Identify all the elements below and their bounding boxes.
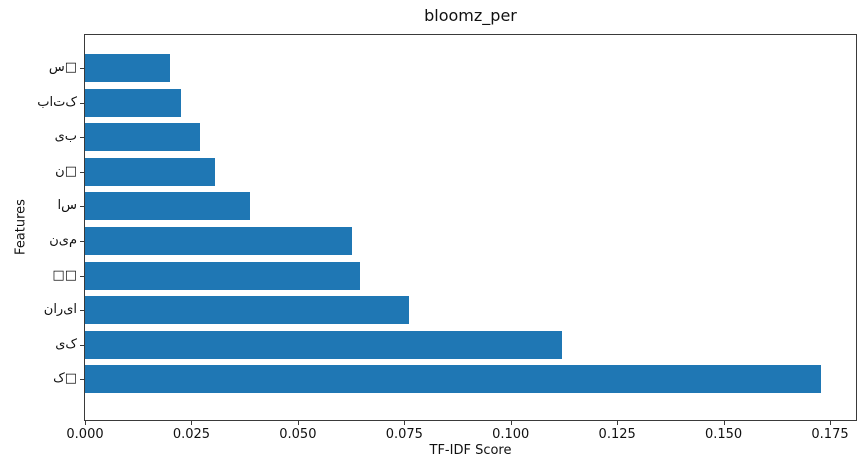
x-tick-label: 0.100 bbox=[492, 427, 530, 442]
x-tick bbox=[617, 421, 619, 425]
x-tick-label: 0.175 bbox=[811, 427, 849, 442]
y-tick-label: □□ bbox=[52, 267, 77, 283]
y-axis-label: Features bbox=[13, 199, 29, 255]
x-tick-label: 0.150 bbox=[704, 427, 743, 442]
y-tick-label: ن‌ی‌م bbox=[49, 233, 77, 248]
bar bbox=[85, 88, 181, 117]
plot-area: س‌□ ب‌ا‌ت‌ک ی‌ب ن‌□ ا‌س ن‌ی‌م □□ ن‌ا‌ر‌ی‌ا ی‌ک ک‌… bbox=[37, 34, 857, 442]
y-tick bbox=[80, 68, 84, 69]
x-tick bbox=[404, 421, 406, 425]
bar bbox=[85, 123, 200, 152]
x-tick-label: 0.050 bbox=[279, 427, 317, 442]
bar bbox=[85, 192, 250, 221]
x-tick bbox=[297, 421, 299, 425]
bar bbox=[85, 54, 171, 82]
x-tick-label: 0.000 bbox=[66, 427, 104, 442]
bar bbox=[85, 157, 216, 186]
y-tick-label: ب‌ا‌ت‌ک bbox=[37, 94, 77, 110]
x-tick-label: 0.025 bbox=[172, 427, 211, 442]
bar bbox=[85, 261, 360, 290]
bar bbox=[85, 365, 822, 394]
x-tick bbox=[191, 421, 193, 425]
chart-title: bloomz_per bbox=[424, 6, 517, 25]
bar bbox=[85, 227, 352, 255]
x-tick bbox=[85, 421, 86, 425]
bar bbox=[85, 330, 562, 359]
y-tick bbox=[80, 206, 84, 208]
x-tick bbox=[830, 421, 832, 425]
y-tick bbox=[80, 310, 84, 312]
y-tick-label: ن‌ا‌ر‌ی‌ا bbox=[43, 302, 77, 318]
y-tick-label: ی‌ک bbox=[55, 336, 77, 352]
x-axis-label: TF-IDF Score bbox=[429, 443, 512, 458]
y-tick bbox=[80, 171, 84, 173]
y-tick-label: ا‌س bbox=[57, 198, 77, 214]
y-tick bbox=[80, 379, 84, 381]
bar bbox=[85, 296, 409, 325]
y-tick-label: ن‌□ bbox=[55, 163, 77, 179]
y-tick bbox=[80, 102, 84, 104]
x-tick bbox=[723, 421, 725, 425]
x-tick bbox=[510, 421, 512, 425]
y-tick bbox=[80, 241, 84, 242]
y-tick-label: ی‌ب bbox=[54, 129, 77, 145]
x-tick-label: 0.075 bbox=[385, 427, 423, 442]
y-tick bbox=[80, 137, 84, 139]
x-tick-label: 0.125 bbox=[598, 427, 636, 442]
y-tick bbox=[80, 275, 84, 277]
y-tick-label: س‌□ bbox=[48, 60, 77, 75]
y-tick-label: ک‌□ bbox=[53, 371, 77, 387]
y-tick bbox=[80, 344, 84, 346]
